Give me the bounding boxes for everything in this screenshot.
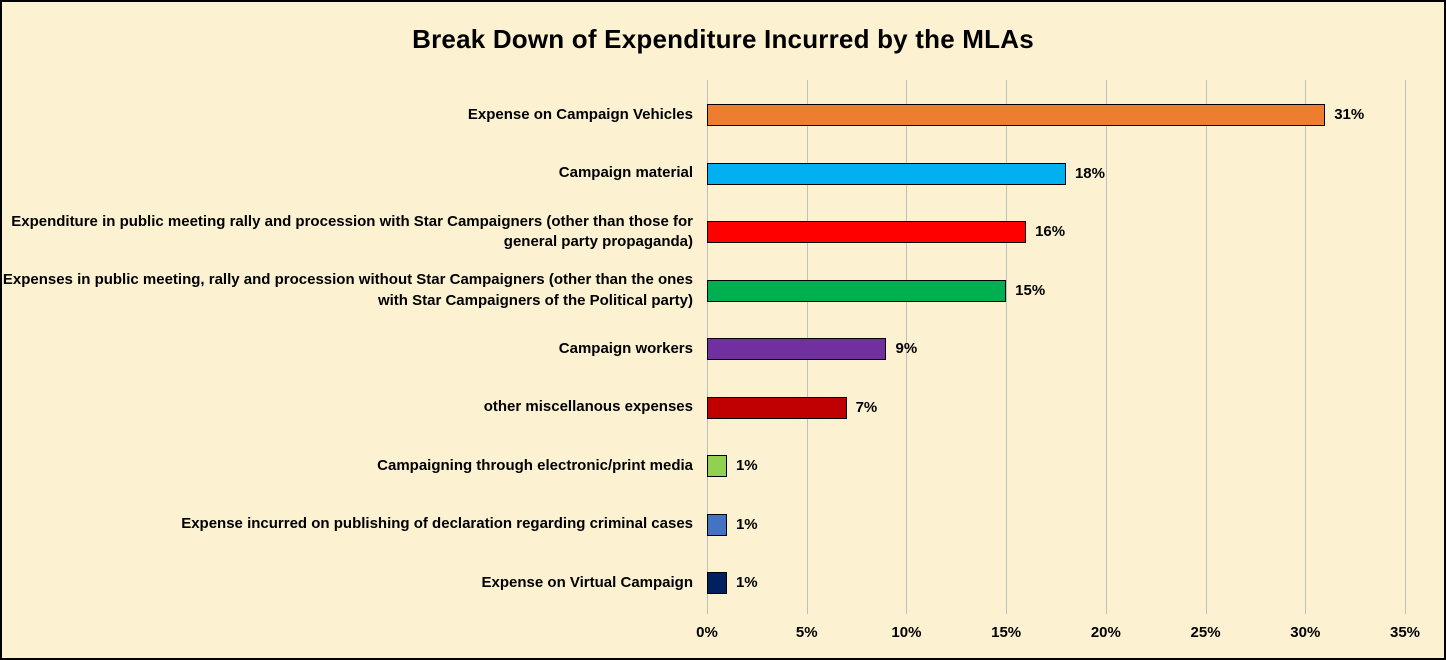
bar-track: 9%: [707, 338, 1405, 360]
x-tick-label: 20%: [1090, 624, 1121, 641]
gridline: [1405, 80, 1406, 614]
bar-row: Campaign material 18%: [2, 145, 1444, 203]
bar-track: 16%: [707, 221, 1405, 243]
bar: [707, 513, 727, 536]
gridline: [1006, 80, 1008, 614]
value-label: 1%: [735, 574, 758, 591]
category-label: Expense on Campaign Vehicles: [467, 105, 693, 123]
bar-row: Expenses in public meeting, rally and pr…: [2, 262, 1444, 320]
bar-track: 1%: [707, 513, 1405, 536]
bar-track: 18%: [707, 162, 1405, 185]
bar-row: Expense on Virtual Campaign 1%: [2, 554, 1444, 612]
value-label: 16%: [1035, 223, 1066, 240]
value-label: 18%: [1074, 164, 1105, 182]
bar-row: other miscellanous expenses 7%: [2, 379, 1444, 437]
category-label: Expense on Virtual Campaign: [481, 573, 693, 591]
value-label: 1%: [735, 457, 758, 474]
value-label: 15%: [1015, 281, 1046, 299]
x-axis: 0% 5% 10% 15% 20% 25% 30% 35%: [696, 624, 1420, 648]
bar: [707, 455, 727, 477]
value-label: 1%: [735, 515, 758, 533]
bar: [707, 162, 1066, 185]
category-label: Expenses in public meeting, rally and pr…: [2, 271, 693, 309]
value-label: 9%: [895, 340, 918, 357]
gridline: [906, 80, 908, 614]
bar-track: 31%: [707, 104, 1405, 126]
category-label: other miscellanous expenses: [483, 398, 693, 416]
bar-row: Campaign workers 9%: [2, 320, 1444, 378]
bar-row: Expenditure in public meeting rally and …: [2, 203, 1444, 261]
category-label: Campaign material: [558, 164, 693, 182]
x-tick-label: 30%: [1290, 624, 1321, 641]
x-tick-label: 25%: [1190, 624, 1221, 641]
bar-track: 1%: [707, 572, 1405, 594]
bar-row: Expense incurred on publishing of declar…: [2, 496, 1444, 554]
x-tick-label: 35%: [1389, 624, 1421, 641]
bar: [707, 221, 1027, 243]
x-tick-label: 10%: [891, 624, 922, 641]
bar: [707, 338, 887, 360]
bar-row: Campaigning through electronic/print med…: [2, 437, 1444, 495]
bar-track: 15%: [707, 279, 1405, 302]
x-tick-label: 5%: [795, 624, 818, 641]
bar-row: Expense on Campaign Vehicles 31%: [2, 86, 1444, 144]
value-label: 7%: [855, 398, 878, 416]
category-label: Expenditure in public meeting rally and …: [11, 212, 693, 250]
chart-title: Break Down of Expenditure Incurred by th…: [412, 24, 1034, 54]
category-label: Campaign workers: [558, 339, 693, 357]
x-tick-label: 0%: [696, 624, 718, 641]
x-tick-label: 15%: [991, 624, 1022, 641]
value-label: 31%: [1334, 106, 1365, 123]
bar: [707, 279, 1007, 302]
gridline: [1105, 80, 1107, 614]
category-label: Expense incurred on publishing of declar…: [181, 515, 693, 533]
bar: [707, 104, 1326, 126]
bar-track: 1%: [707, 455, 1405, 477]
gridline: [1305, 80, 1307, 614]
bar: [707, 572, 727, 594]
bar: [707, 396, 847, 419]
bar-track: 7%: [707, 396, 1405, 419]
category-label: Campaigning through electronic/print med…: [377, 456, 693, 474]
gridline: [1205, 80, 1207, 614]
